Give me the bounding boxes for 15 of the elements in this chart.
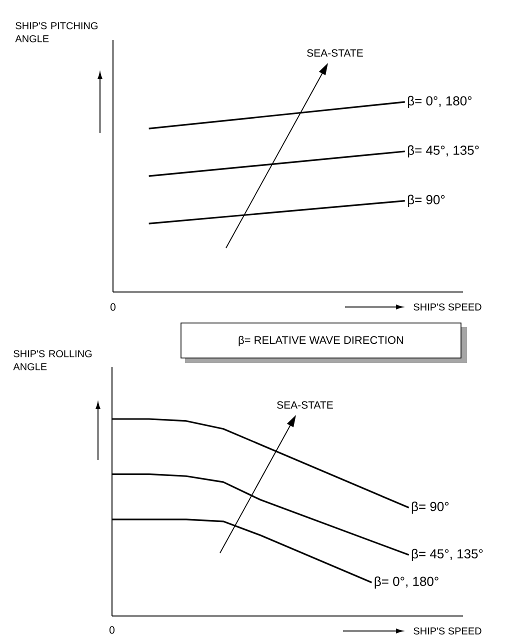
text: SEA-STATE (277, 401, 333, 409)
x-axis-title: SHIP'S SPEED (414, 627, 482, 635)
series-label: β= 45°, 135° (408, 145, 479, 158)
text: SEA-STATE (307, 49, 363, 57)
series-label: β= 0°, 180° (374, 576, 438, 589)
text: β= RELATIVE WAVE DIRECTION (238, 336, 404, 346)
y-axis-title: SHIP'S ROLLING ANGLE (13, 350, 92, 370)
series-label: β= 90° (412, 502, 449, 514)
series-label: β= 0°, 180° (408, 96, 472, 108)
series-label: β= 45°, 135° (412, 548, 483, 561)
text: 0 (109, 626, 115, 634)
x-axis-title: SHIP'S SPEED (414, 303, 482, 311)
y-axis-title: SHIP'S PITCHING ANGLE (15, 22, 98, 42)
text: 0 (110, 303, 116, 311)
series-label: β= 90° (408, 194, 445, 207)
